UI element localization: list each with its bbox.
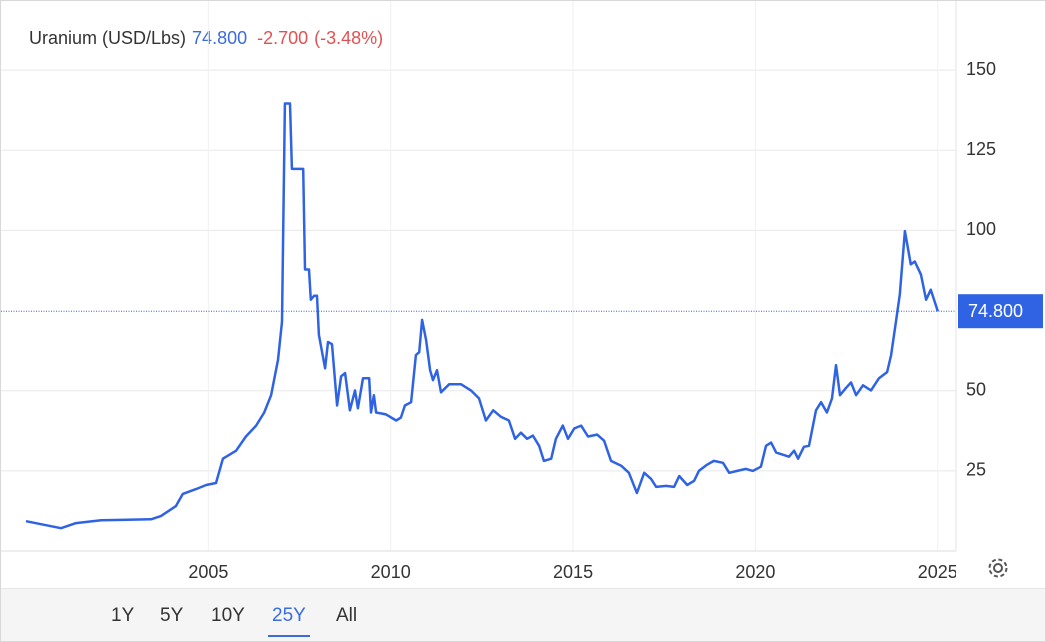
x-tick-label: 2020: [735, 562, 775, 582]
settings-icon[interactable]: [988, 558, 1008, 578]
x-tick-label: 2005: [188, 562, 228, 582]
change: -2.700: [257, 28, 308, 48]
y-tick-label: 125: [966, 139, 996, 159]
range-button[interactable]: All: [336, 605, 358, 626]
range-button[interactable]: 10Y: [211, 605, 245, 626]
last-value-label: 74.800: [968, 301, 1023, 321]
x-tick-label: 2025: [918, 562, 958, 582]
price: 74.800: [192, 28, 247, 48]
y-tick-label: 25: [966, 460, 986, 480]
y-tick-label: 100: [966, 219, 996, 239]
price-line: [25, 102, 939, 530]
range-bar: 1Y 5Y 10Y 25Y All: [1, 588, 1045, 641]
change-pct: (-3.48%): [314, 28, 383, 48]
x-tick-label: 2010: [371, 562, 411, 582]
chart-title: Uranium (USD/Lbs) 74.800 -2.700 (-3.48%): [29, 28, 383, 48]
last-value-tag: [958, 294, 1043, 329]
x-tick-label: 2015: [553, 562, 593, 582]
y-tick-label: 150: [966, 59, 996, 79]
range-button[interactable]: 25Y: [268, 603, 310, 637]
y-tick-label: 50: [966, 379, 986, 399]
range-button[interactable]: 5Y: [160, 605, 184, 626]
chart: Uranium (USD/Lbs) 74.800 -2.700 (-3.48%) 20…: [1, 1, 1043, 582]
title: Uranium (USD/Lbs): [29, 28, 186, 48]
range-button[interactable]: 1Y: [111, 605, 135, 626]
